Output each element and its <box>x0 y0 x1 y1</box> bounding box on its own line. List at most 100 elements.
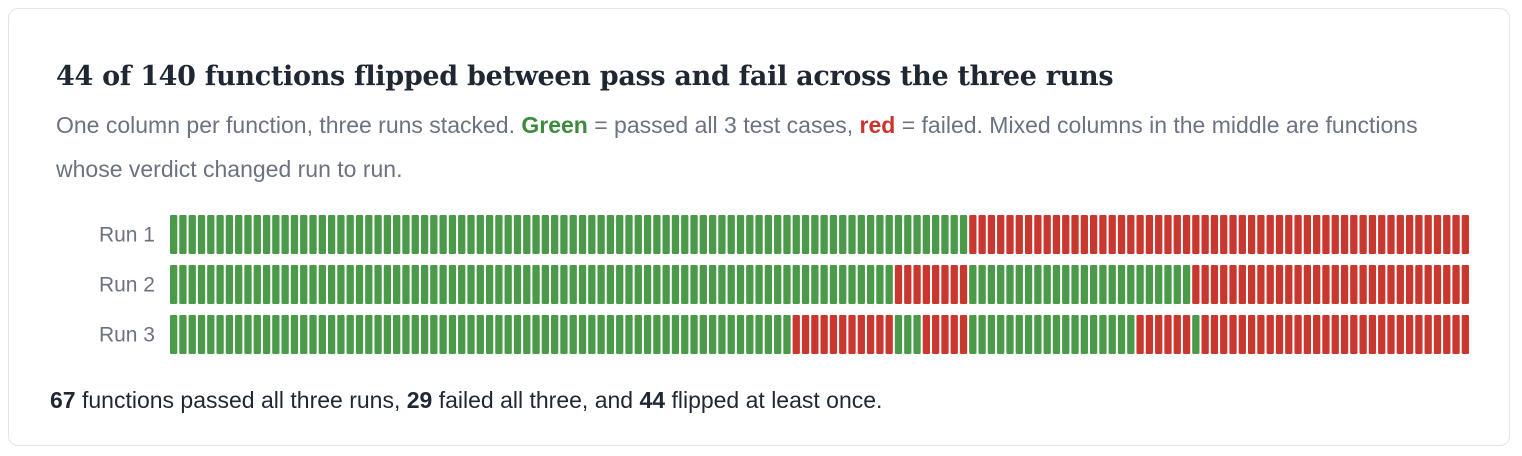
function-cell-fail <box>1266 265 1274 304</box>
function-cell-pass <box>1099 315 1107 354</box>
function-cell-pass <box>420 315 429 354</box>
function-cell-pass <box>950 215 958 254</box>
function-cell-pass <box>207 265 215 304</box>
function-cell-fail <box>932 265 940 304</box>
summary-text-3: flipped at least once. <box>665 387 883 413</box>
function-cell-pass <box>207 315 215 354</box>
function-cell-pass <box>969 265 977 304</box>
function-cell-pass <box>439 215 447 254</box>
function-cell-pass <box>746 215 754 254</box>
function-cell-pass <box>513 215 522 254</box>
function-cell-fail <box>1424 265 1432 304</box>
function-cell-pass <box>253 215 261 254</box>
function-cell-pass <box>188 315 196 354</box>
function-cell-pass <box>1136 265 1144 304</box>
function-cell-pass <box>448 215 457 254</box>
function-cell-pass <box>922 215 931 254</box>
function-cell-fail <box>1405 215 1414 254</box>
function-cell-pass <box>718 215 726 254</box>
function-cell-pass <box>746 315 754 354</box>
function-cell-fail <box>1210 315 1219 354</box>
function-cell-fail <box>1247 315 1256 354</box>
function-cell-fail <box>1415 265 1423 304</box>
function-cell-fail <box>1173 315 1181 354</box>
function-cell-pass <box>253 265 261 304</box>
function-cell-pass <box>671 215 680 254</box>
function-cell-pass <box>839 215 847 254</box>
function-cell-fail <box>941 315 949 354</box>
function-cell-fail <box>1257 315 1265 354</box>
function-cell-fail <box>1424 215 1432 254</box>
function-cell-pass <box>262 315 271 354</box>
function-cell-pass <box>885 215 893 254</box>
function-cell-pass <box>597 265 605 304</box>
function-cell-fail <box>1433 315 1442 354</box>
function-cell-pass <box>578 265 587 304</box>
function-cell-fail <box>1359 265 1367 304</box>
function-cell-pass <box>327 265 336 304</box>
function-cell-pass <box>848 265 856 304</box>
function-cell-pass <box>383 215 392 254</box>
function-cell-fail <box>1006 215 1014 254</box>
function-cell-pass <box>272 315 280 354</box>
function-cell-pass <box>1117 315 1126 354</box>
function-cell-fail <box>1294 265 1302 304</box>
function-cell-pass <box>1034 315 1042 354</box>
run-strip-chart: Run 1 Run 2 Run 3 <box>99 215 1469 354</box>
function-cell-pass <box>560 265 568 304</box>
function-cell-fail <box>1443 265 1451 304</box>
function-cell-pass <box>374 265 382 304</box>
function-cell-pass <box>718 315 726 354</box>
function-cell-fail <box>1331 215 1339 254</box>
function-cell-fail <box>1257 215 1265 254</box>
function-cell-fail <box>1313 265 1321 304</box>
function-cell-pass <box>309 215 317 254</box>
function-cell-fail <box>1145 215 1154 254</box>
function-cell-pass <box>411 215 419 254</box>
function-cell-fail <box>959 265 968 304</box>
function-cell-fail <box>1127 215 1135 254</box>
function-cell-pass <box>839 265 847 304</box>
function-cell-fail <box>1340 265 1349 304</box>
function-cell-pass <box>513 315 522 354</box>
function-cell-fail <box>1303 215 1312 254</box>
function-cell-pass <box>774 315 782 354</box>
function-cell-fail <box>1266 315 1274 354</box>
function-cell-pass <box>606 215 615 254</box>
function-cell-pass <box>179 315 187 354</box>
function-cell-pass <box>634 215 642 254</box>
function-cell-pass <box>197 315 206 354</box>
function-cell-pass <box>420 215 429 254</box>
function-cell-fail <box>1294 315 1302 354</box>
function-cell-pass <box>504 215 512 254</box>
function-cell-fail <box>1368 265 1377 304</box>
function-cell-fail <box>1229 265 1237 304</box>
function-cell-fail <box>913 265 921 304</box>
function-cell-fail <box>1405 315 1414 354</box>
function-cell-pass <box>216 215 224 254</box>
function-cell-pass <box>569 315 577 354</box>
function-cell-fail <box>1452 215 1460 254</box>
function-cell-pass <box>671 265 680 304</box>
function-cell-fail <box>1303 265 1312 304</box>
function-cell-pass <box>430 315 438 354</box>
function-cell-fail <box>1433 215 1442 254</box>
function-cell-pass <box>746 265 754 304</box>
function-cell-pass <box>625 315 633 354</box>
function-cell-pass <box>1089 315 1098 354</box>
function-cell-pass <box>690 215 698 254</box>
function-cell-pass <box>1080 265 1088 304</box>
function-cell-pass <box>616 315 624 354</box>
function-cell-fail <box>1164 315 1172 354</box>
function-cell-pass <box>467 265 475 304</box>
function-cell-pass <box>1071 265 1079 304</box>
function-cell-pass <box>690 265 698 304</box>
function-cell-pass <box>801 215 810 254</box>
function-cell-pass <box>997 315 1005 354</box>
function-cell-fail <box>1024 215 1033 254</box>
function-cell-fail <box>950 315 958 354</box>
function-cell-fail <box>1229 215 1237 254</box>
function-cell-pass <box>513 265 522 304</box>
function-cell-fail <box>1368 315 1377 354</box>
function-cell-pass <box>978 265 986 304</box>
